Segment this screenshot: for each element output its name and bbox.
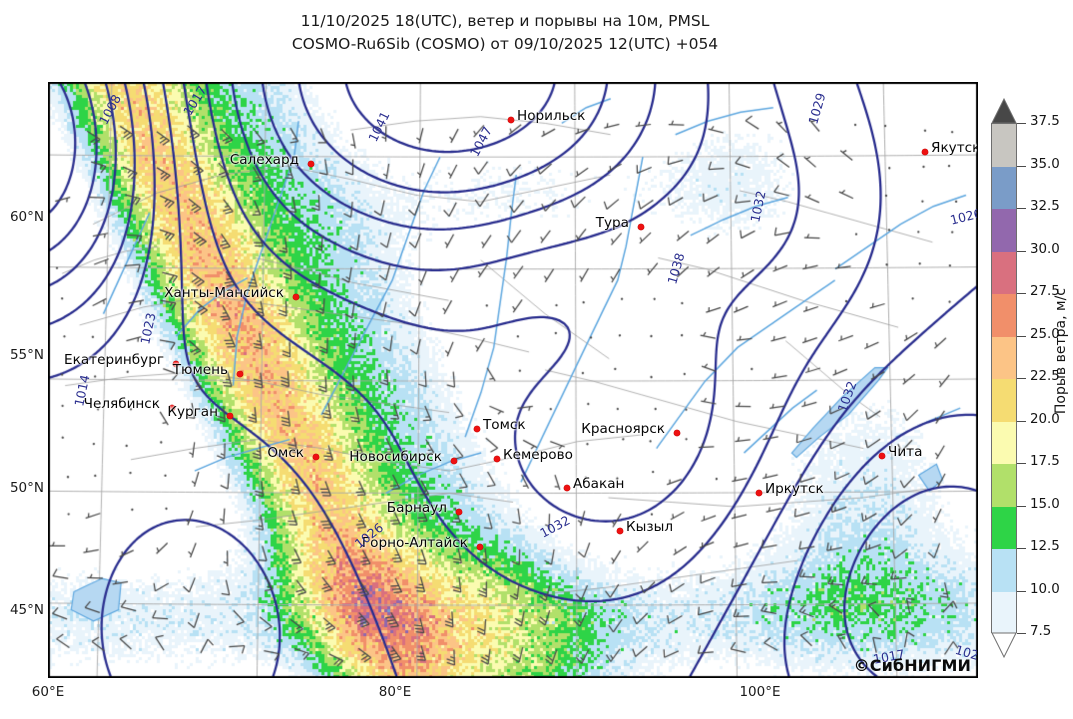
colorbar-tick-mark-10 — [1017, 548, 1026, 550]
city-dot-icon — [477, 544, 483, 550]
city-label: Якутск — [931, 140, 978, 156]
lat-tick-0: 60°N — [9, 209, 44, 225]
city-label: Тюмень — [172, 362, 228, 378]
city-label: Кемерово — [503, 447, 573, 463]
colorbar-tick-label-3: 30.0 — [1030, 241, 1060, 257]
city-label: Екатеринбург — [64, 352, 164, 368]
colorbar-band-1 — [992, 166, 1016, 209]
city-dot-icon — [308, 161, 314, 167]
colorbar-tick-mark-6 — [1017, 378, 1026, 380]
colorbar-tick-mark-4 — [1017, 293, 1026, 295]
city-label: Иркутск — [765, 481, 824, 497]
colorbar-band-9 — [992, 506, 1016, 549]
city-label: Красноярск — [581, 421, 665, 437]
lat-tick-1: 55°N — [9, 347, 44, 363]
colorbar-tick-label-5: 25.0 — [1030, 326, 1060, 342]
colorbar-band-6 — [992, 379, 1016, 422]
lat-tick-3: 45°N — [9, 602, 44, 618]
colorbar-tick-mark-2 — [1017, 208, 1026, 210]
city-label: Новосибирск — [349, 449, 442, 465]
colorbar-tick-label-7: 20.0 — [1030, 411, 1060, 427]
colorbar-tick-mark-7 — [1017, 420, 1026, 422]
colorbar-tick-mark-5 — [1017, 335, 1026, 337]
city-label: Норильск — [517, 108, 586, 124]
city-label: Салехард — [229, 152, 299, 168]
city-dot-icon — [451, 458, 457, 464]
copyright-watermark: ©СибНИГМИ — [853, 656, 971, 675]
city-label: Абакан — [573, 476, 625, 492]
city-dot-icon — [173, 361, 179, 367]
colorbar-band-3 — [992, 251, 1016, 294]
colorbar-band-8 — [992, 464, 1016, 507]
city-label: Горно-Алтайск — [361, 535, 468, 551]
city-dot-icon — [456, 509, 462, 515]
city-dot-icon — [922, 149, 928, 155]
colorbar-over-arrow — [991, 97, 1017, 124]
colorbar-tick-label-10: 12.5 — [1030, 539, 1060, 554]
colorbar-tick-label-0: 37.5 — [1030, 114, 1060, 129]
colorbar-band-0 — [992, 124, 1016, 167]
city-dot-icon — [508, 117, 514, 123]
city-label: Курган — [167, 404, 218, 420]
colorbar-tick-label-12: 7.5 — [1030, 624, 1052, 639]
city-dot-icon — [756, 490, 762, 496]
city-dot-icon — [293, 294, 299, 300]
colorbar-tick-label-6: 22.5 — [1030, 369, 1060, 384]
city-label: Тура — [595, 215, 629, 231]
title-line-2: COSMO-Ru6Sib (COSMO) от 09/10/2025 12(UT… — [291, 35, 719, 53]
city-label: Барнаул — [386, 500, 447, 516]
city-dot-icon — [564, 485, 570, 491]
city-dot-icon — [617, 528, 623, 534]
city-dot-icon — [169, 405, 175, 411]
colorbar-tick-mark-11 — [1017, 590, 1026, 592]
colorbar-band-10 — [992, 549, 1016, 592]
lon-tick-1: 80°E — [378, 684, 412, 700]
city-dot-icon — [227, 413, 233, 419]
city-dot-icon — [494, 456, 500, 462]
colorbar-tick-mark-1 — [1017, 165, 1026, 167]
colorbar-tick-mark-3 — [1017, 250, 1026, 252]
colorbar-tick-mark-12 — [1017, 633, 1026, 635]
colorbar-bands — [991, 123, 1017, 634]
city-label: Челябинск — [83, 396, 160, 412]
colorbar-tick-label-2: 32.5 — [1030, 199, 1060, 214]
colorbar-tick-label-9: 15.0 — [1030, 496, 1060, 512]
colorbar-tick-mark-8 — [1017, 463, 1026, 465]
colorbar-band-2 — [992, 209, 1016, 252]
colorbar-under-arrow — [991, 632, 1017, 659]
colorbar-tick-label-1: 35.0 — [1030, 156, 1060, 172]
title-line-1: 11/10/2025 18(UTC), ветер и порывы на 10… — [300, 12, 710, 30]
city-label: Кызыл — [626, 519, 674, 535]
city-label: Чита — [888, 444, 923, 460]
colorbar-tick-label-8: 17.5 — [1030, 454, 1060, 469]
colorbar-band-11 — [992, 591, 1016, 634]
colorbar-band-4 — [992, 294, 1016, 337]
colorbar-tick-label-11: 10.0 — [1030, 581, 1060, 597]
page-title: 11/10/2025 18(UTC), ветер и порывы на 10… — [0, 10, 1010, 56]
city-dot-icon — [474, 426, 480, 432]
city-label: Томск — [483, 417, 526, 433]
colorbar-band-5 — [992, 336, 1016, 379]
city-dot-icon — [674, 430, 680, 436]
city-dot-icon — [313, 454, 319, 460]
city-dot-icon — [879, 453, 885, 459]
colorbar[interactable]: 37.5 35.0 32.5 30.0 27.5 25.0 22.5 20.0 17.5 15.0… — [991, 97, 1073, 678]
city-label: Ханты-Мансийск — [164, 285, 284, 301]
colorbar-tick-label-4: 27.5 — [1030, 284, 1060, 299]
weather-map[interactable]: Норильск Якутск Салехард Тура Ханты-Мансийск… — [48, 82, 978, 678]
colorbar-band-7 — [992, 421, 1016, 464]
lon-tick-0: 60°E — [31, 684, 65, 700]
lat-tick-2: 50°N — [9, 480, 44, 496]
city-label: Омск — [267, 445, 304, 461]
colorbar-tick-mark-9 — [1017, 505, 1026, 507]
map-raster — [49, 83, 977, 677]
lon-tick-2: 100°E — [739, 684, 781, 700]
city-dot-icon — [237, 371, 243, 377]
city-dot-icon — [638, 224, 644, 230]
colorbar-title: Порыв ветра, м/с — [1053, 288, 1069, 415]
colorbar-tick-mark-0 — [1017, 123, 1026, 125]
